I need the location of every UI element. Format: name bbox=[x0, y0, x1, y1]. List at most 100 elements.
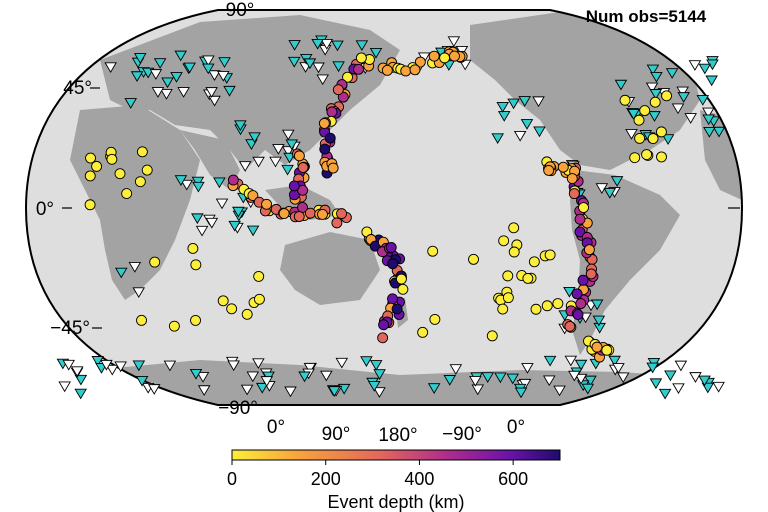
colorbar-gradient bbox=[231, 449, 561, 461]
station-triangle bbox=[312, 62, 325, 74]
station-triangle bbox=[202, 55, 215, 67]
earthquake-event bbox=[241, 308, 253, 320]
station-triangle bbox=[688, 60, 702, 71]
earthquake-event bbox=[629, 152, 641, 164]
earthquake-event bbox=[91, 160, 103, 172]
station-triangle bbox=[335, 357, 349, 369]
earthquake-event bbox=[297, 184, 309, 196]
earthquake-event bbox=[293, 150, 305, 162]
station-triangle bbox=[201, 63, 215, 75]
station-triangle bbox=[191, 213, 204, 225]
station-triangle bbox=[205, 217, 219, 229]
earthquake-event bbox=[187, 242, 199, 254]
station-triangle bbox=[360, 356, 373, 367]
lat-label-90s: −90° bbox=[218, 398, 258, 419]
station-triangle bbox=[469, 376, 482, 387]
earthquake-event bbox=[134, 176, 146, 188]
earthquake-event bbox=[502, 292, 514, 304]
station-triangle bbox=[191, 176, 205, 188]
station-triangle bbox=[160, 89, 173, 100]
earthquake-event bbox=[641, 149, 653, 161]
earthquake-event bbox=[439, 52, 451, 64]
earthquake-event bbox=[400, 65, 412, 77]
lat-label-45n: 45° bbox=[63, 78, 92, 99]
earthquake-event bbox=[278, 208, 290, 219]
earthquake-event bbox=[574, 226, 586, 238]
earthquake-event bbox=[544, 249, 556, 261]
station-triangle bbox=[568, 370, 581, 382]
station-triangle bbox=[471, 384, 485, 396]
earthquake-event bbox=[502, 270, 514, 282]
station-triangle bbox=[161, 77, 174, 89]
station-triangle bbox=[196, 372, 210, 383]
station-triangle bbox=[281, 146, 295, 157]
earthquake-event bbox=[508, 246, 520, 258]
earthquake-event bbox=[304, 207, 316, 219]
observation-count: Num obs=5144 bbox=[586, 7, 707, 26]
earthquake-event bbox=[585, 268, 597, 280]
station-triangle bbox=[240, 384, 254, 396]
colorbar-ticks: 0 200 400 600 bbox=[227, 460, 528, 489]
station-triangle bbox=[218, 57, 231, 68]
station-triangle bbox=[674, 360, 688, 372]
earthquake-event bbox=[149, 256, 161, 268]
station-triangle bbox=[255, 382, 269, 394]
station-triangle bbox=[614, 79, 628, 91]
earthquake-event bbox=[226, 303, 238, 315]
earthquake-event bbox=[428, 50, 440, 62]
station-triangle bbox=[74, 388, 87, 400]
station-triangle bbox=[658, 388, 672, 400]
station-triangle bbox=[170, 72, 183, 83]
earthquake-event bbox=[336, 208, 347, 220]
station-triangle bbox=[574, 373, 588, 385]
earthquake-event bbox=[261, 198, 272, 210]
station-triangle bbox=[373, 369, 386, 380]
station-triangle bbox=[590, 299, 604, 311]
station-triangle bbox=[320, 370, 333, 382]
earthquake-event bbox=[574, 213, 586, 225]
station-triangle bbox=[311, 38, 324, 50]
station-triangle bbox=[712, 381, 725, 393]
earthquake-event bbox=[227, 174, 239, 186]
earthquake-event bbox=[557, 161, 569, 173]
station-triangle bbox=[671, 103, 685, 115]
earthquake-event bbox=[168, 320, 180, 332]
station-triangle bbox=[163, 360, 177, 372]
station-triangle bbox=[284, 386, 297, 398]
station-triangle bbox=[514, 387, 528, 399]
station-triangle bbox=[518, 96, 531, 107]
earthquake-event bbox=[633, 114, 645, 126]
station-triangle bbox=[698, 375, 711, 387]
earthquake-event bbox=[288, 180, 300, 192]
station-triangle bbox=[174, 50, 187, 62]
station-triangle bbox=[532, 96, 545, 108]
earthquake-event bbox=[106, 153, 118, 165]
station-triangle bbox=[303, 58, 317, 70]
earthquake-event bbox=[326, 106, 338, 118]
lon-label-90e: 90° bbox=[322, 424, 351, 445]
station-triangle bbox=[132, 360, 146, 372]
earthquake-event bbox=[253, 293, 265, 305]
station-triangle bbox=[367, 381, 381, 392]
earthquake-event bbox=[577, 274, 589, 286]
earthquake-event bbox=[508, 222, 520, 234]
station-triangle bbox=[650, 71, 663, 83]
earthquake-event bbox=[414, 56, 426, 68]
station-triangle bbox=[246, 225, 260, 237]
station-triangle bbox=[684, 113, 697, 124]
station-triangle bbox=[328, 386, 341, 397]
earthquake-event bbox=[319, 143, 331, 155]
station-triangle bbox=[581, 383, 595, 395]
earthquake-event bbox=[136, 146, 148, 158]
earthquake-event bbox=[217, 295, 229, 307]
station-triangle bbox=[677, 92, 690, 103]
earthquake-event bbox=[530, 303, 542, 315]
earthquake-event bbox=[568, 188, 580, 200]
station-triangle bbox=[698, 63, 712, 75]
station-triangle bbox=[332, 61, 345, 73]
station-triangle bbox=[130, 71, 144, 82]
station-triangle bbox=[100, 359, 113, 371]
longitude-labels: 0° 90° 180° −90° 0° bbox=[267, 417, 525, 446]
earthquake-event bbox=[578, 202, 589, 213]
station-triangle bbox=[592, 315, 606, 327]
